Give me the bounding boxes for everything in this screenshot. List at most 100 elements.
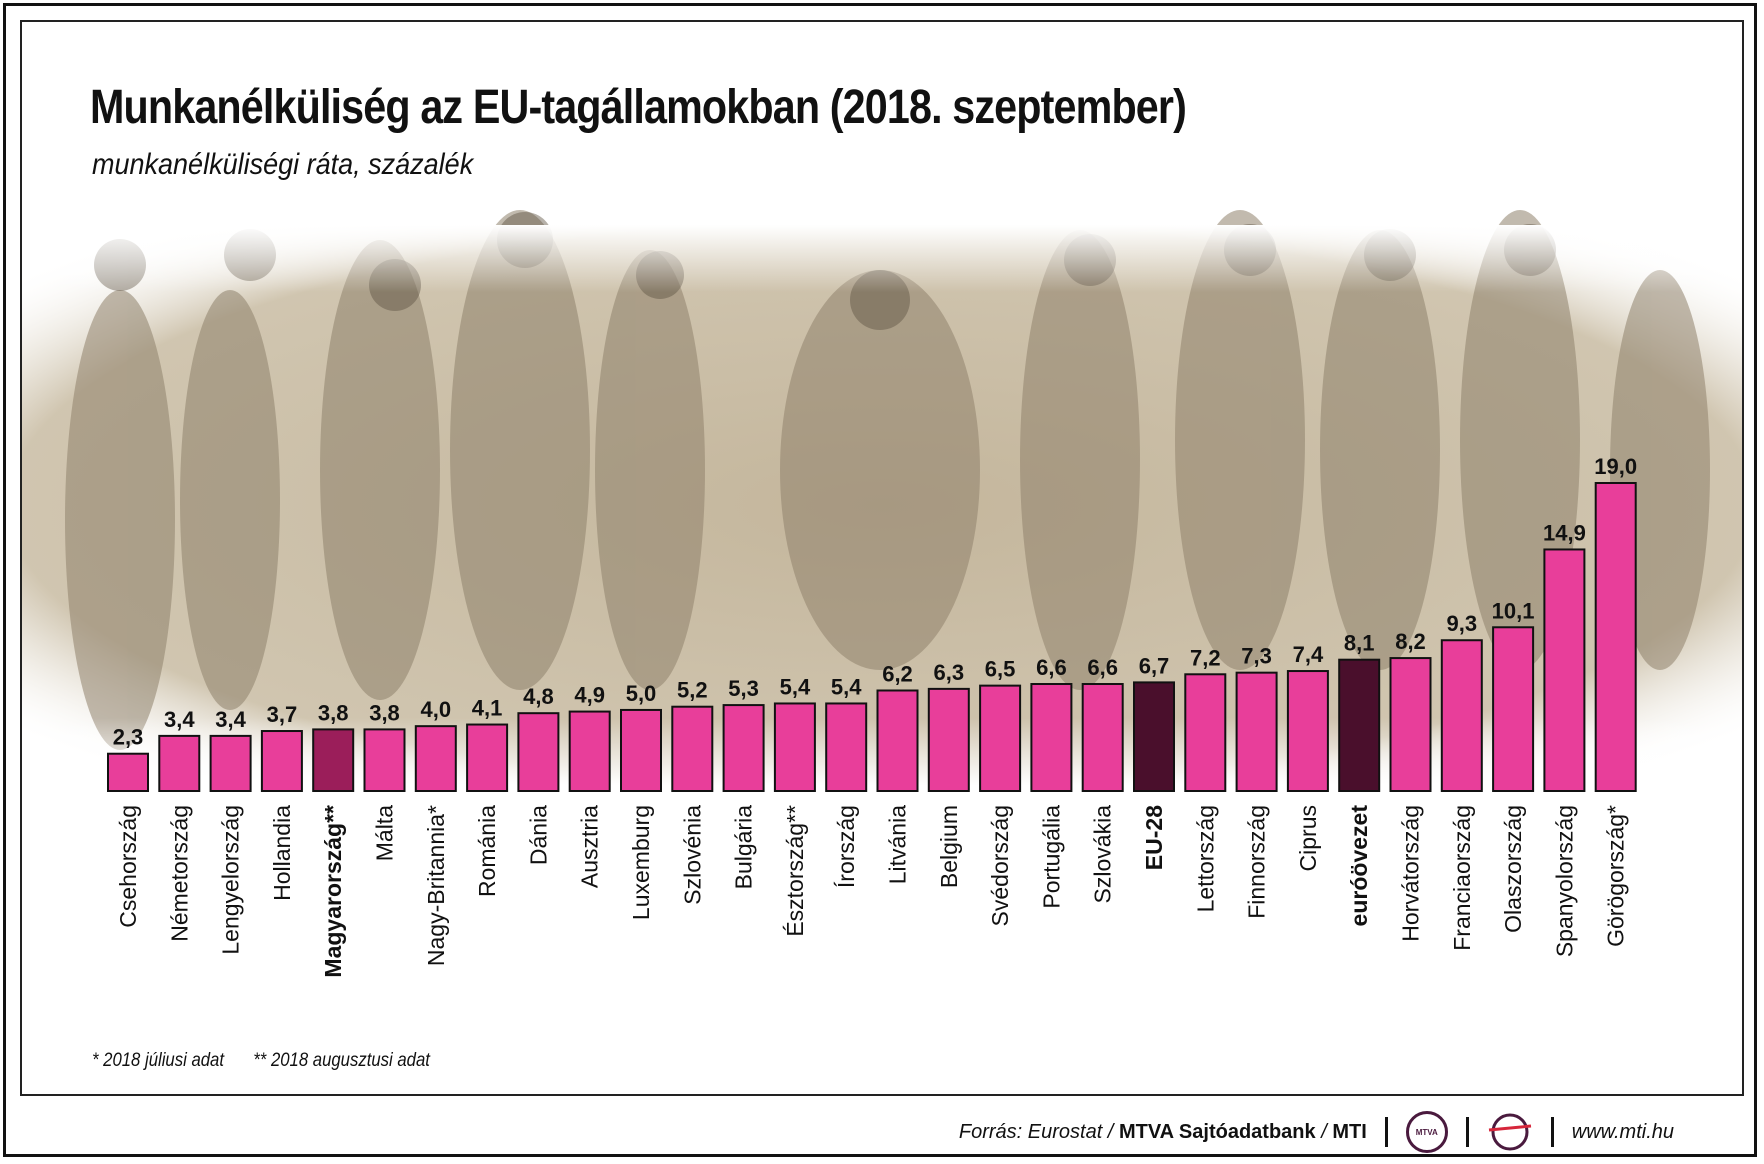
bar-svedorszag [979,684,1022,793]
category-label-ciprus: Ciprus [1295,805,1321,871]
bar-ausztria [568,710,611,792]
bar-esztorszag [773,702,816,792]
category-label-olaszorszag: Olaszország [1500,805,1526,933]
bar-euroovezet [1338,658,1381,793]
source-url: www.mti.hu [1571,1120,1674,1143]
bar-finnorszag [1235,671,1278,792]
bar-szlovenia [671,705,714,792]
category-label-esztorszag: Észtország** [782,805,808,937]
bar-olaszorszag [1492,626,1535,792]
bar-horvatorszag [1389,657,1432,792]
value-label-dania: 4,8 [523,684,554,709]
category-labels-group: Csehország Németország Lengyelország Hollan… [115,805,1629,978]
category-label-lengyelorszag: Lengyelország [218,805,244,955]
category-label-portugalia: Portugália [1038,805,1064,909]
category-label-nagy-britannia: Nagy-Britannia* [423,805,449,966]
value-label-gorogorszag: 19,0 [1594,454,1637,479]
footnotes: * 2018 júliusi adat ** 2018 augusztusi a… [92,1050,430,1072]
chart-title: Munkanélküliség az EU-tagállamokban (201… [90,81,1187,134]
bar-litvania [876,689,919,793]
bar-eu-28 [1133,681,1175,792]
category-label-romania: Románia [474,805,500,897]
bar-gorogorszag [1594,482,1637,792]
value-label-spanyolorszag: 14,9 [1543,520,1586,545]
bar-lettorszag [1184,673,1227,793]
value-label-eu-28: 6,7 [1139,653,1170,678]
divider [1550,1117,1554,1147]
category-label-euroovezet: euróövezet [1346,805,1372,927]
chart-subtitle: munkanélküliségi ráta, százalék [92,148,474,181]
category-label-belgium: Belgium [936,805,962,888]
bar-franciaorszag [1440,639,1483,793]
category-label-svedorszag: Svédország [987,805,1013,926]
category-label-horvatorszag: Horvátország [1398,805,1424,942]
value-label-szlovakia: 6,6 [1087,655,1118,680]
value-label-bulgaria: 5,3 [728,676,759,701]
divider [1384,1117,1388,1147]
bar-bulgaria [722,704,765,793]
bar-csehorszag [107,752,149,792]
mtva-logo-icon: MTVA [1405,1111,1448,1153]
value-label-romania: 4,1 [472,696,503,721]
value-labels-group: 2,3 3,4 3,4 3,7 3,8 3,8 4,0 4,1 4,8 4,9 5,0 5,2 5,3 5… [113,454,1637,750]
value-label-malta: 3,8 [369,700,400,725]
category-label-csehorszag: Csehország [115,805,141,928]
category-label-gorogorszag: Görögország* [1603,805,1629,947]
value-label-belgium: 6,3 [934,660,965,685]
bar-szlovakia [1081,683,1124,792]
bar-nemetorszag [158,734,201,793]
footnote-july: * 2018 júliusi adat [92,1050,224,1071]
mti-logo-icon [1488,1113,1531,1151]
category-label-szlovenia: Szlovénia [679,805,705,905]
crowd-photo-background [22,210,1742,785]
value-label-svedorszag: 6,5 [985,657,1016,682]
bar-ciprus [1286,670,1329,793]
value-label-nemetorszag: 3,4 [164,707,195,732]
value-label-esztorszag: 5,4 [780,674,811,699]
bar-irorszag [825,702,868,792]
category-label-lettorszag: Lettország [1192,805,1218,912]
category-label-ausztria: Ausztria [577,805,603,888]
value-label-lengyelorszag: 3,4 [215,707,246,732]
value-label-olaszorszag: 10,1 [1492,598,1535,623]
value-label-litvania: 6,2 [882,661,913,686]
value-label-ausztria: 4,9 [574,683,605,708]
bar-malta [363,728,406,793]
bar-dania [517,712,560,792]
category-label-bulgaria: Bulgária [731,805,757,890]
category-label-eu-28: EU-28 [1141,805,1167,870]
outer-frame [3,3,1757,1157]
value-label-finnorszag: 7,3 [1241,644,1272,669]
category-label-franciaorszag: Franciaország [1449,805,1475,951]
bar-luxemburg [620,708,662,793]
category-label-malta: Málta [372,805,398,861]
bar-nagy-britannia [414,725,457,792]
divider [1465,1117,1469,1147]
value-label-horvatorszag: 8,2 [1395,629,1426,654]
source-line: Forrás: Eurostat / MTVA Sajtóadatbank / … [959,1111,1674,1153]
mtva-logo-text: MTVA [1415,1127,1438,1137]
value-label-lettorszag: 7,2 [1190,645,1221,670]
value-label-ciprus: 7,4 [1293,642,1324,667]
category-label-spanyolorszag: Spanyolország [1551,805,1577,957]
category-label-luxemburg: Luxemburg [628,805,654,920]
bar-lengyelorszag [209,734,252,793]
category-label-szlovakia: Szlovákia [1090,805,1116,904]
category-label-hollandia: Hollandia [269,805,295,901]
value-label-luxemburg: 5,0 [626,681,657,706]
value-label-hollandia: 3,7 [267,702,298,727]
value-label-szlovenia: 5,2 [677,678,708,703]
value-label-franciaorszag: 9,3 [1447,611,1478,636]
value-label-irorszag: 5,4 [831,674,862,699]
category-label-litvania: Litvánia [885,805,911,884]
footnote-august: ** 2018 augusztusi adat [253,1050,430,1071]
category-label-nemetorszag: Németország [166,805,192,942]
bar-belgium [927,687,970,792]
category-label-irorszag: Írország [833,805,859,888]
bar-magyarorszag [312,728,355,793]
source-mti: MTI [1332,1120,1367,1143]
category-label-magyarorszag: Magyarország** [320,805,346,978]
value-label-csehorszag: 2,3 [113,725,144,750]
bar-portugalia [1030,683,1073,792]
